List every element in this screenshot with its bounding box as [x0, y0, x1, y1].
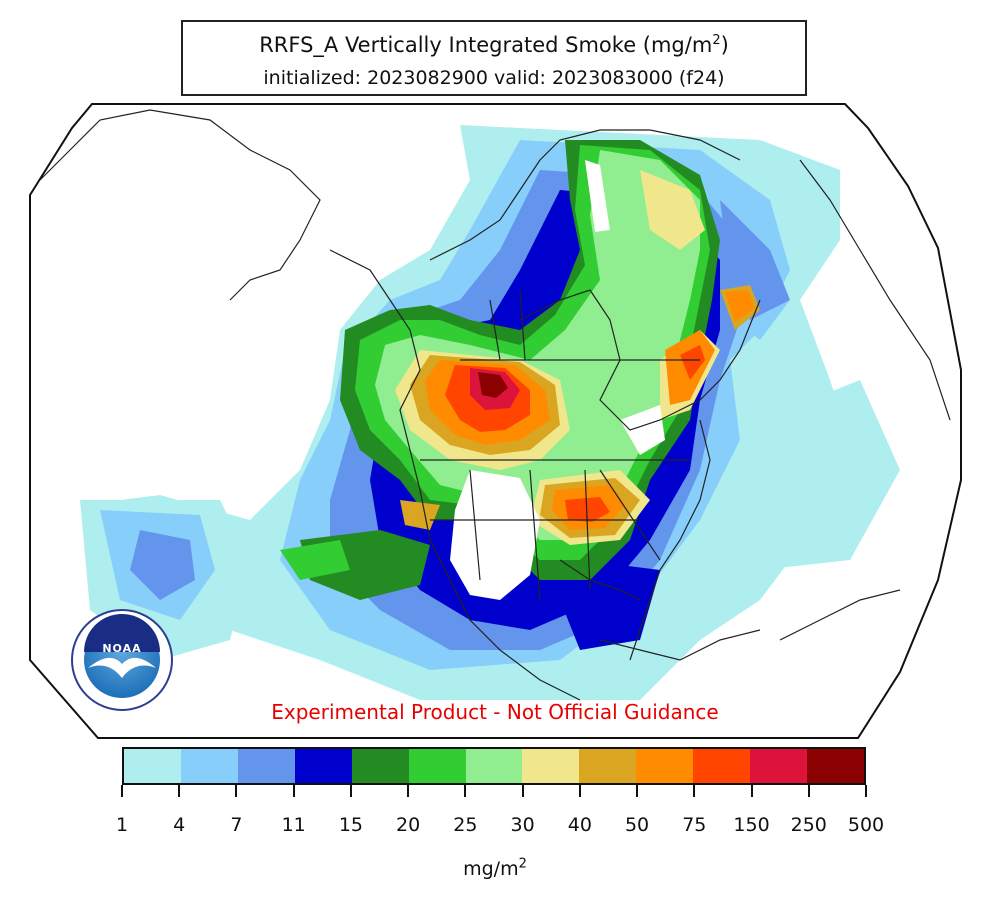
colorbar-tick-mark — [578, 785, 581, 797]
colorbar-tick-label: 20 — [396, 814, 421, 836]
colorbar-segment — [408, 749, 466, 783]
map-frame — [29, 103, 962, 739]
colorbar-tick-mark — [292, 785, 295, 797]
colorbar-segment — [693, 749, 751, 783]
colorbar-units: mg/m2 — [0, 857, 990, 881]
colorbar-tick-label: 500 — [847, 814, 885, 836]
colorbar-segment — [750, 749, 808, 783]
colorbar-segment — [636, 749, 694, 783]
colorbar-segment — [579, 749, 637, 783]
title-sub: initialized: 2023082900 valid: 202308300… — [263, 67, 725, 89]
colorbar-tick-label: 1 — [115, 814, 129, 836]
colorbar-tick-mark — [235, 785, 238, 797]
noaa-logo — [71, 609, 173, 711]
colorbar-tick-mark — [464, 785, 467, 797]
colorbar-ticks: 1 4 7 11 15 20 25 30 40 50 75 150 250 500 — [116, 785, 884, 836]
title-main: RRFS_A Vertically Integrated Smoke (mg/m… — [183, 32, 805, 58]
colorbar-tick-label: 150 — [733, 814, 770, 836]
colorbar-tick-label: 4 — [173, 814, 186, 836]
noaa-logo-text: NOAA — [102, 642, 142, 655]
colorbar-tick-label: 30 — [510, 814, 535, 836]
colorbar-segment — [237, 749, 295, 783]
colorbar-segment — [180, 749, 238, 783]
coastlines — [39, 109, 951, 701]
colorbar-segment — [294, 749, 352, 783]
colorbar-tick-label: 75 — [682, 814, 707, 836]
title-main-sup: 2 — [712, 33, 721, 48]
smoke-field — [80, 125, 900, 700]
colorbar-tick-mark — [636, 785, 639, 797]
colorbar-tick-mark — [807, 785, 810, 797]
colorbar-segment — [124, 749, 181, 783]
colorbar-tick-mark — [865, 785, 867, 797]
colorbar-tick-label: 15 — [338, 814, 364, 836]
units-text: mg/m — [463, 858, 519, 880]
colorbar-segment — [522, 749, 580, 783]
title-main-text: RRFS_A Vertically Integrated Smoke (mg/m — [259, 33, 713, 57]
colorbar-segment — [465, 749, 523, 783]
title-main-close: ) — [720, 33, 729, 57]
title-box: RRFS_A Vertically Integrated Smoke (mg/m… — [181, 20, 807, 96]
colorbar-tick-mark — [693, 785, 696, 797]
colorbar-tick-label: 250 — [790, 814, 827, 836]
colorbar-segment — [351, 749, 409, 783]
colorbar-tick-mark — [521, 785, 524, 797]
colorbar — [122, 747, 866, 785]
colorbar-tick-label: 40 — [567, 814, 592, 836]
colorbar-tick-mark — [750, 785, 753, 797]
colorbar-tick-mark — [349, 785, 352, 797]
colorbar-segment — [807, 749, 864, 783]
colorbar-tick-label: 11 — [281, 814, 306, 836]
colorbar-tick-label: 25 — [453, 814, 478, 836]
colorbar-tick-label: 7 — [230, 814, 243, 836]
colorbar-tick-mark — [178, 785, 181, 797]
colorbar-tick-mark — [121, 785, 123, 797]
colorbar-tick-label: 50 — [624, 814, 650, 836]
units-sup: 2 — [518, 856, 527, 872]
disclaimer-text: Experimental Product - Not Official Guid… — [271, 700, 719, 724]
colorbar-tick-mark — [407, 785, 410, 797]
